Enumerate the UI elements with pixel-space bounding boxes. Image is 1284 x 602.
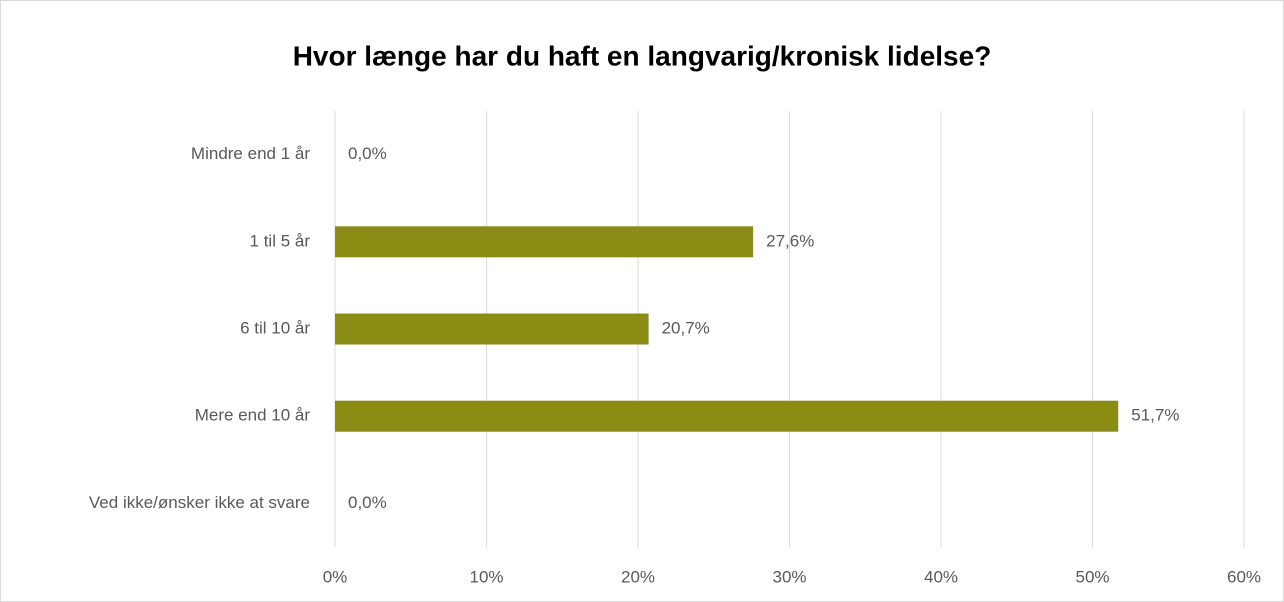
x-tick-label: 60% bbox=[1227, 567, 1261, 586]
x-tick-label: 10% bbox=[469, 567, 503, 586]
chart-title: Hvor længe har du haft en langvarig/kron… bbox=[293, 40, 992, 71]
x-tick-label: 20% bbox=[621, 567, 655, 586]
data-label: 51,7% bbox=[1131, 406, 1179, 425]
y-tick-label: 1 til 5 år bbox=[250, 231, 311, 250]
data-label: 20,7% bbox=[662, 318, 710, 337]
bar bbox=[335, 400, 1119, 432]
bar bbox=[335, 313, 649, 345]
data-label: 0,0% bbox=[348, 493, 387, 512]
y-tick-label: Mindre end 1 år bbox=[191, 144, 310, 163]
x-tick-label: 30% bbox=[772, 567, 806, 586]
y-tick-label: Mere end 10 år bbox=[195, 406, 311, 425]
bar bbox=[335, 226, 754, 258]
x-tick-label: 0% bbox=[323, 567, 348, 586]
y-tick-label: Ved ikke/ønsker ikke at svare bbox=[89, 493, 310, 512]
x-tick-label: 50% bbox=[1075, 567, 1109, 586]
data-label: 0,0% bbox=[348, 144, 387, 163]
y-tick-label: 6 til 10 år bbox=[240, 318, 310, 337]
x-tick-label: 40% bbox=[924, 567, 958, 586]
data-label: 27,6% bbox=[766, 231, 814, 250]
